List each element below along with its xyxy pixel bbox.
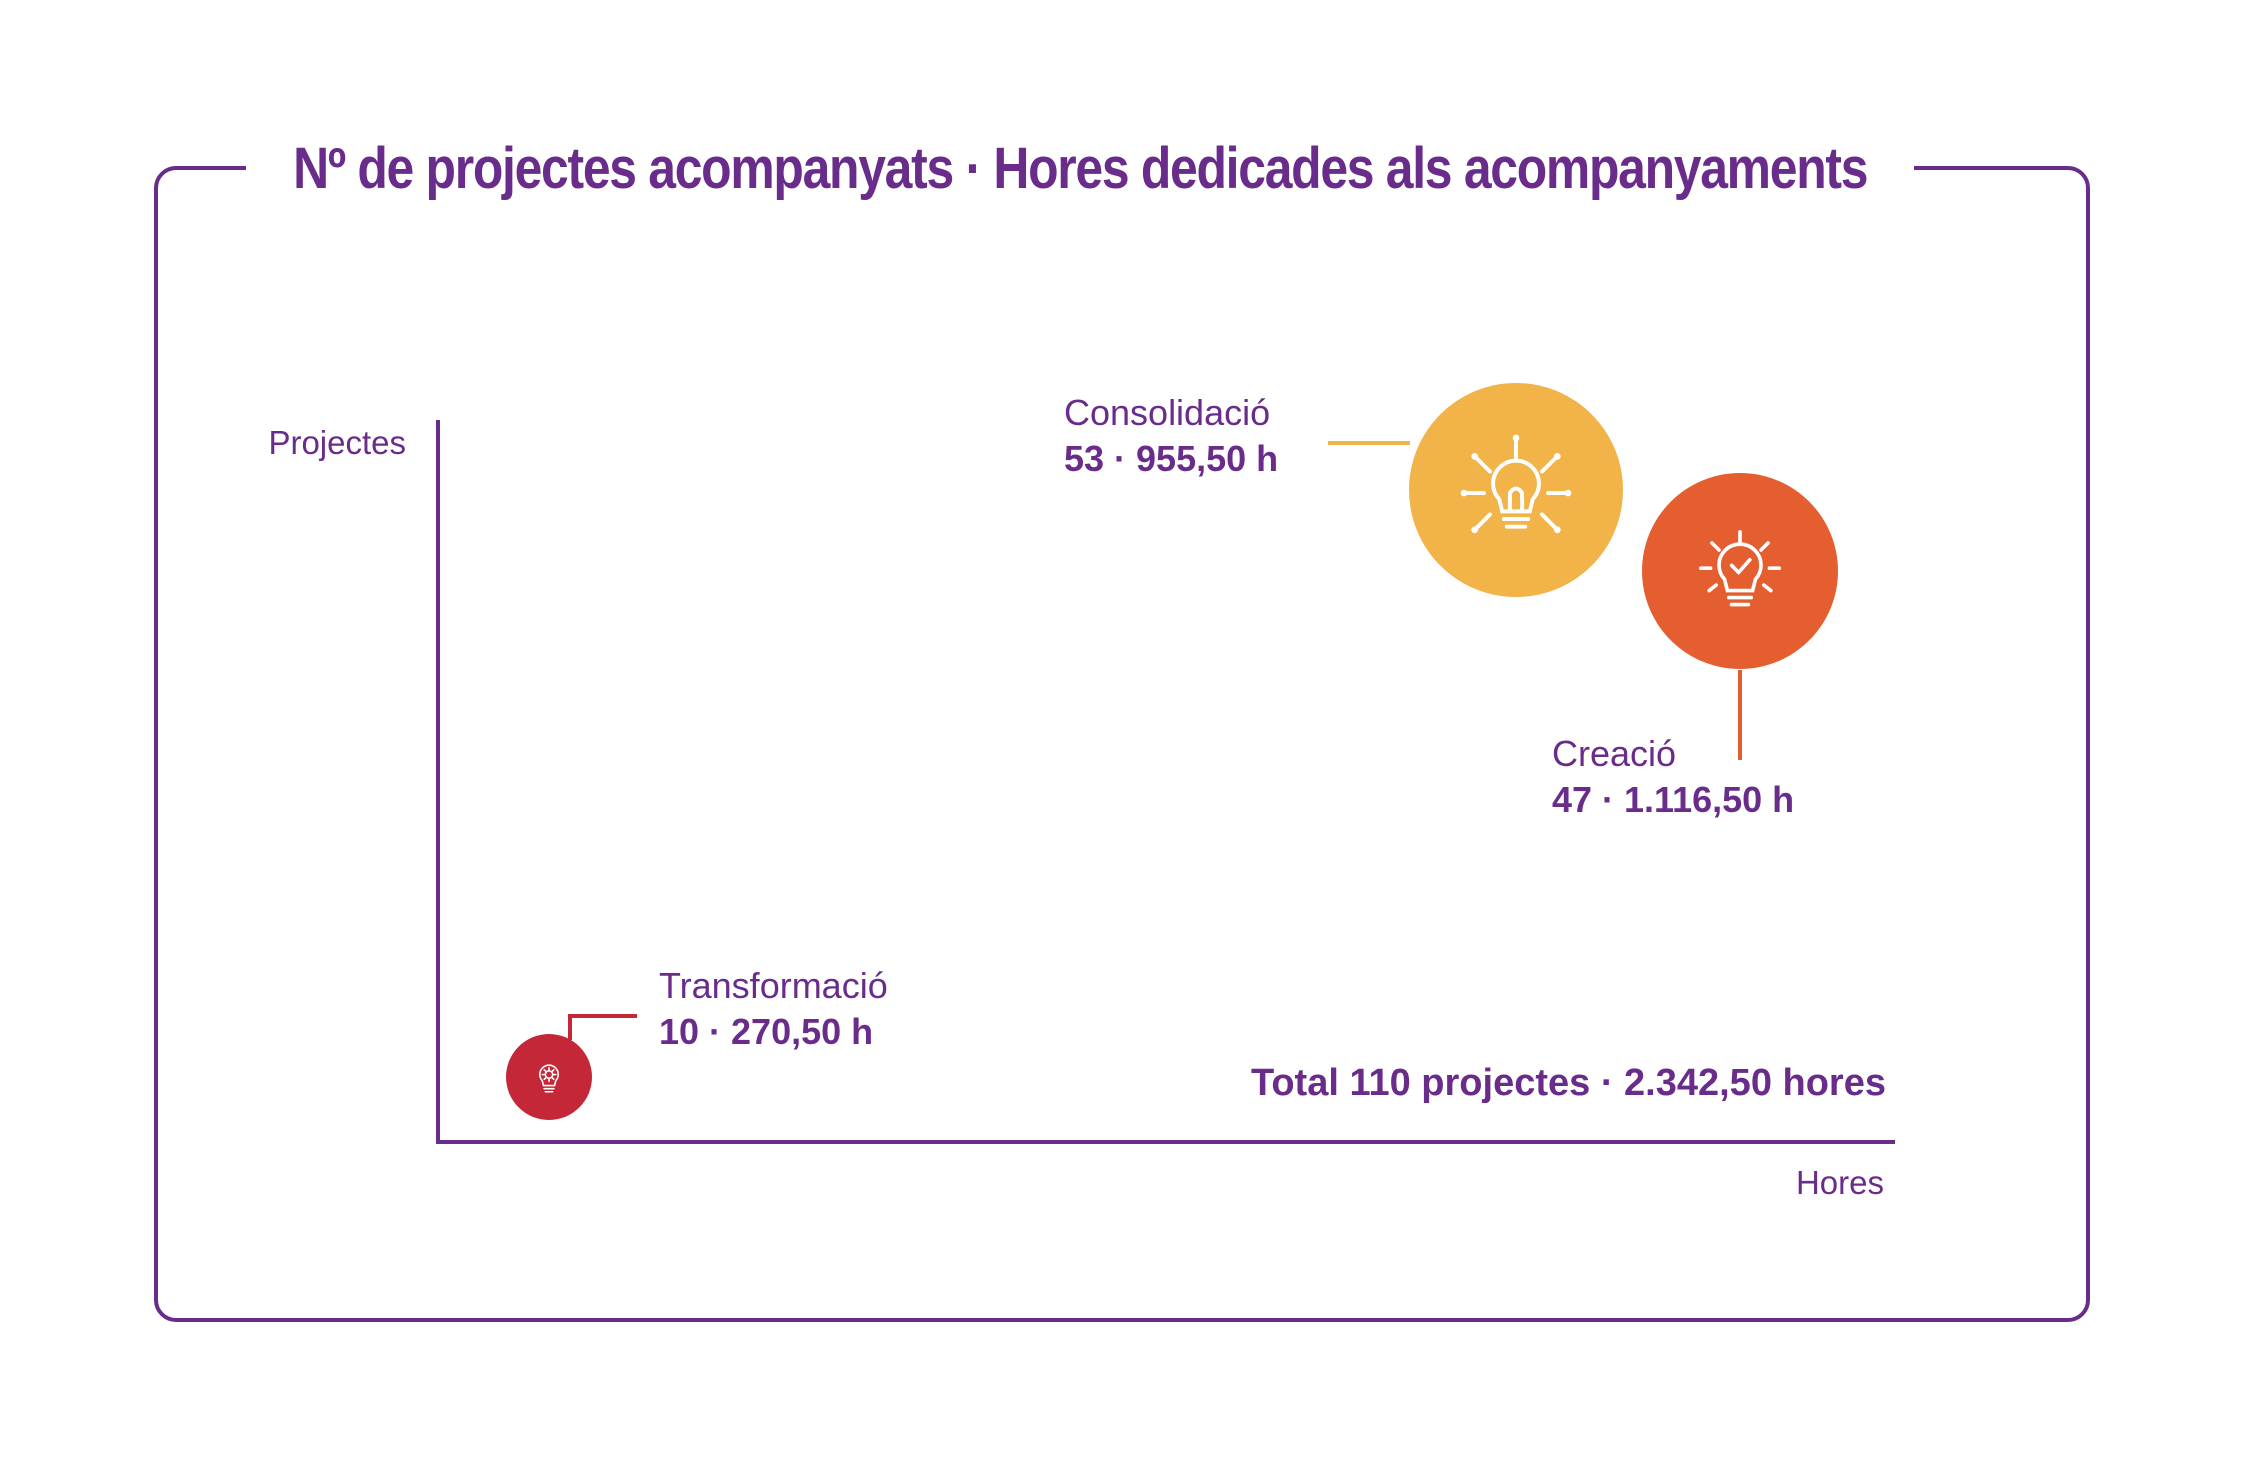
value-label-creacio: 47 · 1.116,50 h — [1552, 779, 1794, 820]
bubble-transformacio — [506, 1034, 592, 1120]
chart-title: Nº de projectes acompanyats · Hores dedi… — [292, 135, 1868, 201]
lightbulb-check-icon — [1698, 529, 1782, 607]
point-transformacio: Transformació 10 · 270,50 h — [506, 965, 888, 1120]
lightbulb-gear-icon — [539, 1064, 559, 1093]
leader-line-transformacio — [568, 1014, 637, 1040]
lightbulb-ideas-icon — [1460, 434, 1572, 534]
title-container: Nº de projectes acompanyats · Hores dedi… — [246, 118, 1914, 218]
point-consolidacio: Consolidació 53 · 955,50 h — [1064, 383, 1623, 597]
x-axis-label: Hores — [1796, 1164, 1884, 1201]
y-axis-label: Projectes — [268, 424, 406, 461]
axes: Projectes Hores — [268, 420, 1895, 1201]
category-label-creacio: Creació — [1552, 733, 1676, 774]
total-label: Total 110 projectes · 2.342,50 hores — [1251, 1062, 1886, 1104]
value-label-transformacio: 10 · 270,50 h — [659, 1011, 873, 1052]
value-label-consolidacio: 53 · 955,50 h — [1064, 438, 1278, 479]
bubbles: Consolidació 53 · 955,50 h Creació 47 · 1.1… — [506, 383, 1838, 1120]
category-label-consolidacio: Consolidació — [1064, 392, 1270, 433]
lightbulb-glyph — [1460, 434, 1572, 534]
point-creacio: Creació 47 · 1.116,50 h — [1552, 473, 1838, 820]
category-label-transformacio: Transformació — [659, 965, 888, 1006]
lightbulb-glyph — [1698, 529, 1782, 607]
lightbulb-glyph — [539, 1064, 559, 1093]
